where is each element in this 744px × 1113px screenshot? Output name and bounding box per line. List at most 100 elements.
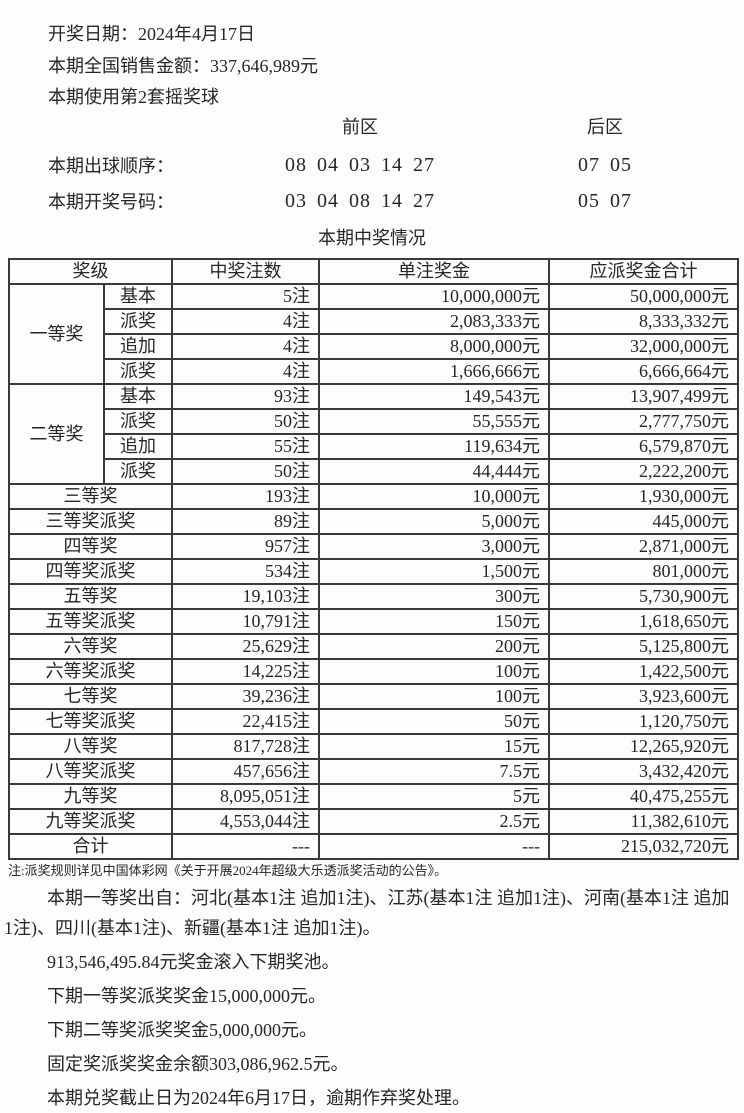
prize-level-sub: 派奖 xyxy=(103,358,173,385)
single-prize-cell: 1,500元 xyxy=(318,558,550,585)
table-row: 七等奖派奖 22,415注 50元 1,120,750元 xyxy=(8,708,739,735)
prize-level-sub: 追加 xyxy=(103,333,173,360)
header-winning-count: 中奖注数 xyxy=(171,258,320,285)
total-prize-cell: 1,120,750元 xyxy=(548,708,739,735)
prize-level-sub: 追加 xyxy=(103,433,173,460)
winning-count-cell: 8,095,051注 xyxy=(171,783,320,810)
winning-count-cell: 19,103注 xyxy=(171,583,320,610)
winning-count-cell: 89注 xyxy=(171,508,320,535)
single-prize-cell: 2,083,333元 xyxy=(318,308,550,335)
prize-level-group: 二等奖 xyxy=(8,383,105,485)
header-total-prize: 应派奖金合计 xyxy=(548,258,739,285)
note-paragraph: 下期一等奖派奖奖金15,000,000元。 xyxy=(47,986,326,1006)
prize-level-group: 一等奖 xyxy=(8,283,105,385)
total-prize-cell: 11,382,610元 xyxy=(548,808,739,835)
table-row: 追加 55注 119,634元 6,579,870元 xyxy=(9,433,739,460)
table-row: 八等奖派奖 457,656注 7.5元 3,432,420元 xyxy=(8,758,739,785)
winning-count-cell: 4,553,044注 xyxy=(171,808,320,835)
prize-level-cell: 三等奖派奖 xyxy=(8,508,173,535)
table-row: 六等奖派奖 14,225注 100元 1,422,500元 xyxy=(8,658,739,685)
note-paragraph: 下期二等奖派奖奖金5,000,000元。 xyxy=(47,1020,317,1040)
winning-count-cell: 4注 xyxy=(171,333,320,360)
single-prize-cell: 119,634元 xyxy=(318,433,550,460)
table-row: 二等奖 基本 93注 149,543元 13,907,499元 xyxy=(8,383,739,485)
total-prize-cell: 1,422,500元 xyxy=(548,658,739,685)
table-row: 九等奖派奖 4,553,044注 2.5元 11,382,610元 xyxy=(8,808,739,835)
winning-numbers-back-numbers: 05 07 xyxy=(578,190,632,212)
single-prize-cell: 10,000元 xyxy=(318,483,550,510)
winning-count-cell: 50注 xyxy=(171,458,320,485)
prize-level-cell: 九等奖 xyxy=(8,783,173,810)
total-prize-cell: 1,618,650元 xyxy=(548,608,739,635)
table-row: 九等奖 8,095,051注 5元 40,475,255元 xyxy=(8,783,739,810)
draw-order-front-numbers: 08 04 03 14 27 xyxy=(285,154,435,176)
draw-order-back-numbers: 07 05 xyxy=(578,154,632,176)
prize-level-sub: 派奖 xyxy=(103,458,173,485)
winning-count-cell: 957注 xyxy=(171,533,320,560)
prize-level-sub: 基本 xyxy=(103,283,173,310)
front-zone-label: 前区 xyxy=(342,117,378,137)
prize-level-cell: 八等奖派奖 xyxy=(8,758,173,785)
total-prize-cell: 5,125,800元 xyxy=(548,633,739,660)
prize-level-cell: 三等奖 xyxy=(8,483,173,510)
draw-date-line: 开奖日期：2024年4月17日 xyxy=(48,24,255,44)
single-prize-cell: 10,000,000元 xyxy=(318,283,550,310)
winning-numbers-front-numbers: 03 04 08 14 27 xyxy=(285,190,435,212)
note-paragraph: 本期一等奖出自：河北(基本1注 追加1注)、江苏(基本1注 追加1注)、河南(基… xyxy=(4,888,730,938)
single-prize-cell: 150元 xyxy=(318,608,550,635)
prize-level-sub: 派奖 xyxy=(103,308,173,335)
prize-level-cell: 四等奖派奖 xyxy=(8,558,173,585)
winning-count-cell: 193注 xyxy=(171,483,320,510)
total-prize-cell: 3,923,600元 xyxy=(548,683,739,710)
winning-count-cell: 5注 xyxy=(171,283,320,310)
note-paragraph: 固定奖派奖奖金余额303,086,962.5元。 xyxy=(47,1054,349,1074)
sales-amount-line: 本期全国销售金额：337,646,989元 xyxy=(48,56,318,76)
single-prize-cell: 1,666,666元 xyxy=(318,358,550,385)
total-prize-cell: 40,475,255元 xyxy=(548,783,739,810)
single-prize-cell: 300元 xyxy=(318,583,550,610)
winning-count-cell: 534注 xyxy=(171,558,320,585)
table-row: 三等奖 193注 10,000元 1,930,000元 xyxy=(8,483,739,510)
winning-count-cell: 55注 xyxy=(171,433,320,460)
single-prize-cell: 50元 xyxy=(318,708,550,735)
document-header: 开奖日期：2024年4月17日 本期全国销售金额：337,646,989元 本期… xyxy=(0,0,744,258)
winning-count-cell: 93注 xyxy=(171,383,320,410)
single-prize-cell: 7.5元 xyxy=(318,758,550,785)
total-prize-cell: 2,222,200元 xyxy=(548,458,739,485)
single-prize-cell: 5,000元 xyxy=(318,508,550,535)
table-row: 派奖 4注 2,083,333元 8,333,332元 xyxy=(9,308,739,335)
prize-level-cell: 七等奖 xyxy=(8,683,173,710)
winning-count-cell: 817,728注 xyxy=(171,733,320,760)
total-prize-cell: 3,432,420元 xyxy=(548,758,739,785)
single-prize-cell: 200元 xyxy=(318,633,550,660)
total-prize-cell: 50,000,000元 xyxy=(548,283,739,310)
winning-count-cell: 39,236注 xyxy=(171,683,320,710)
table-row: 追加 4注 8,000,000元 32,000,000元 xyxy=(9,333,739,360)
total-prize-cell: 12,265,920元 xyxy=(548,733,739,760)
table-row: 五等奖派奖 10,791注 150元 1,618,650元 xyxy=(8,608,739,635)
table-row: 四等奖 957注 3,000元 2,871,000元 xyxy=(8,533,739,560)
prize-table: 奖级 中奖注数 单注奖金 应派奖金合计 一等奖 基本 5注 10,000,000元 50… xyxy=(8,258,739,860)
total-prize-cell: 445,000元 xyxy=(548,508,739,535)
winning-count-cell: 4注 xyxy=(171,358,320,385)
table-row: 一等奖 基本 5注 10,000,000元 50,000,000元 xyxy=(8,283,739,385)
total-prize-cell: 6,579,870元 xyxy=(548,433,739,460)
total-prize-cell: 1,930,000元 xyxy=(548,483,739,510)
prize-level-cell: 八等奖 xyxy=(8,733,173,760)
single-prize-cell: 3,000元 xyxy=(318,533,550,560)
prize-level-sub: 基本 xyxy=(103,383,173,410)
winning-count-cell: 4注 xyxy=(171,308,320,335)
winning-count-cell: 50注 xyxy=(171,408,320,435)
prize-level-cell: 五等奖 xyxy=(8,583,173,610)
notes-section: 本期一等奖出自：河北(基本1注 追加1注)、江苏(基本1注 追加1注)、河南(基… xyxy=(0,883,744,1113)
table-row: 五等奖 19,103注 300元 5,730,900元 xyxy=(8,583,739,610)
prize-level-cell: 六等奖派奖 xyxy=(8,658,173,685)
table-title: 本期中奖情况 xyxy=(318,228,426,248)
table-header-row: 奖级 中奖注数 单注奖金 应派奖金合计 xyxy=(8,258,739,285)
winning-count-cell: 457,656注 xyxy=(171,758,320,785)
prize-level-cell: 九等奖派奖 xyxy=(8,808,173,835)
winning-count-cell: 22,415注 xyxy=(171,708,320,735)
winning-numbers-label: 本期开奖号码： xyxy=(48,192,174,212)
winning-count-cell: --- xyxy=(171,833,320,860)
